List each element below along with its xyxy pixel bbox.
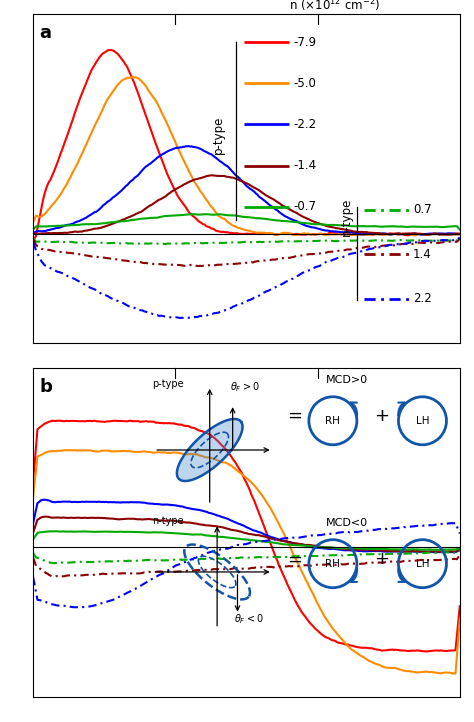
Text: -7.9: -7.9	[293, 36, 317, 49]
Text: MCD<0: MCD<0	[325, 518, 367, 528]
Text: -5.0: -5.0	[293, 77, 316, 90]
Text: -2.2: -2.2	[293, 118, 317, 131]
Text: =: =	[287, 407, 302, 425]
Text: n ($\times$10$^{12}$ cm$^{-2}$): n ($\times$10$^{12}$ cm$^{-2}$)	[289, 0, 381, 14]
Text: MCD>0: MCD>0	[325, 375, 367, 385]
Text: =: =	[287, 550, 302, 568]
Text: -0.7: -0.7	[293, 200, 317, 213]
Text: 2.2: 2.2	[413, 292, 432, 305]
Text: n-type: n-type	[340, 197, 353, 235]
Text: +: +	[374, 407, 390, 425]
Text: -1.4: -1.4	[293, 159, 317, 172]
Text: +: +	[374, 550, 390, 568]
Text: b: b	[39, 378, 53, 396]
Text: p-type: p-type	[212, 115, 225, 154]
Text: a: a	[39, 25, 52, 43]
Text: 1.4: 1.4	[413, 248, 432, 261]
Text: 0.7: 0.7	[413, 204, 431, 217]
